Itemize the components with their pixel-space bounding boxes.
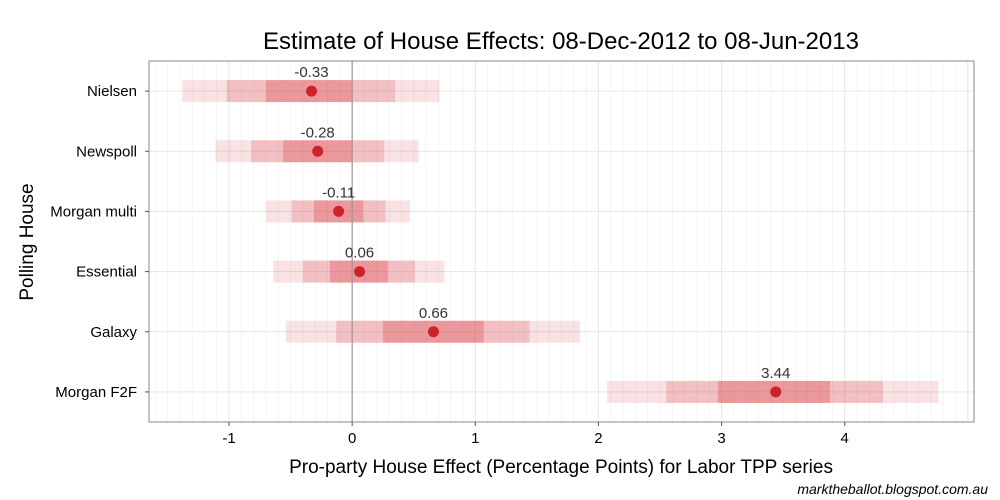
estimate-label: -0.11 xyxy=(322,184,355,201)
x-tick-label: 4 xyxy=(841,430,849,447)
x-tick-label: 0 xyxy=(348,430,356,447)
estimate-point xyxy=(354,266,366,278)
x-axis: -1 0 1 2 3 4 xyxy=(222,422,849,447)
plot-panel-border xyxy=(148,60,975,423)
chart-title: Estimate of House Effects: 08-Dec-2012 t… xyxy=(263,28,859,55)
interval-bands xyxy=(182,80,939,403)
estimate-label: -0.28 xyxy=(301,124,335,141)
grid-layer xyxy=(149,61,974,422)
x-tick-label: 2 xyxy=(594,430,602,447)
estimate-labels: -0.33 -0.28 -0.11 0.06 0.66 3.44 xyxy=(294,64,790,382)
credit-text: marktheballot.blogspot.com.au xyxy=(797,481,988,497)
estimate-point xyxy=(770,386,782,398)
estimate-point xyxy=(306,85,318,97)
estimate-label: 0.06 xyxy=(345,245,374,262)
y-tick-label: Newspoll xyxy=(76,143,137,160)
estimate-point xyxy=(427,326,439,338)
x-tick-label: 3 xyxy=(717,430,725,447)
estimate-label: -0.33 xyxy=(294,64,328,81)
y-tick-label: Morgan F2F xyxy=(55,384,137,401)
y-axis-title: Polling House xyxy=(17,183,38,300)
estimate-point xyxy=(312,145,324,157)
y-tick-label: Nielsen xyxy=(87,83,137,100)
estimate-points xyxy=(306,85,782,398)
estimate-label: 0.66 xyxy=(419,305,448,322)
x-tick-label: 1 xyxy=(471,430,479,447)
estimate-point xyxy=(333,205,345,217)
y-axis: Nielsen Newspoll Morgan multi Essential Gala… xyxy=(50,83,149,401)
x-tick-label: -1 xyxy=(222,430,235,447)
y-tick-label: Galaxy xyxy=(90,324,137,341)
estimate-label: 3.44 xyxy=(761,365,790,382)
y-tick-label: Morgan multi xyxy=(50,203,137,220)
x-axis-title: Pro-party House Effect (Percentage Point… xyxy=(289,457,833,478)
y-tick-label: Essential xyxy=(76,264,137,281)
